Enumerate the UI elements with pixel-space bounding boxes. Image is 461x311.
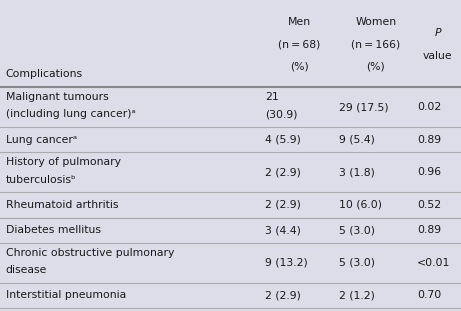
Text: (n = 166): (n = 166) (351, 39, 400, 49)
Text: 3 (1.8): 3 (1.8) (339, 167, 375, 177)
Text: <0.01: <0.01 (417, 258, 450, 268)
Text: P: P (435, 28, 441, 38)
Text: 0.89: 0.89 (417, 225, 441, 235)
Text: (n = 68): (n = 68) (278, 39, 321, 49)
Text: 2 (2.9): 2 (2.9) (265, 290, 301, 300)
Text: (30.9): (30.9) (265, 109, 297, 119)
Text: 0.52: 0.52 (417, 200, 441, 210)
Text: (including lung cancer)ᵃ: (including lung cancer)ᵃ (6, 109, 135, 119)
Text: 10 (6.0): 10 (6.0) (339, 200, 382, 210)
Text: value: value (423, 51, 453, 61)
Text: 0.96: 0.96 (417, 167, 441, 177)
Text: Malignant tumours: Malignant tumours (6, 92, 108, 102)
Text: 0.89: 0.89 (417, 135, 441, 145)
Text: tuberculosisᵇ: tuberculosisᵇ (6, 174, 76, 185)
Text: Lung cancerᵃ: Lung cancerᵃ (6, 135, 77, 145)
Text: 9 (5.4): 9 (5.4) (339, 135, 375, 145)
Text: 2 (2.9): 2 (2.9) (265, 167, 301, 177)
Text: 5 (3.0): 5 (3.0) (339, 225, 375, 235)
Text: History of pulmonary: History of pulmonary (6, 157, 120, 167)
Text: (%): (%) (366, 62, 385, 72)
Text: 21: 21 (265, 92, 279, 102)
Text: disease: disease (6, 265, 47, 275)
Text: 0.02: 0.02 (417, 102, 442, 112)
Text: 0.70: 0.70 (417, 290, 442, 300)
Text: 4 (5.9): 4 (5.9) (265, 135, 301, 145)
Text: Chronic obstructive pulmonary: Chronic obstructive pulmonary (6, 248, 174, 258)
Text: Diabetes mellitus: Diabetes mellitus (6, 225, 100, 235)
Text: Interstitial pneumonia: Interstitial pneumonia (6, 290, 126, 300)
Text: 9 (13.2): 9 (13.2) (265, 258, 308, 268)
Text: 29 (17.5): 29 (17.5) (339, 102, 389, 112)
Text: 3 (4.4): 3 (4.4) (265, 225, 301, 235)
Text: Complications: Complications (6, 69, 83, 79)
Text: 2 (1.2): 2 (1.2) (339, 290, 375, 300)
Text: Rheumatoid arthritis: Rheumatoid arthritis (6, 200, 118, 210)
Text: 5 (3.0): 5 (3.0) (339, 258, 375, 268)
Text: Men: Men (288, 17, 311, 27)
Text: Women: Women (355, 17, 396, 27)
Text: 2 (2.9): 2 (2.9) (265, 200, 301, 210)
Text: (%): (%) (290, 62, 309, 72)
